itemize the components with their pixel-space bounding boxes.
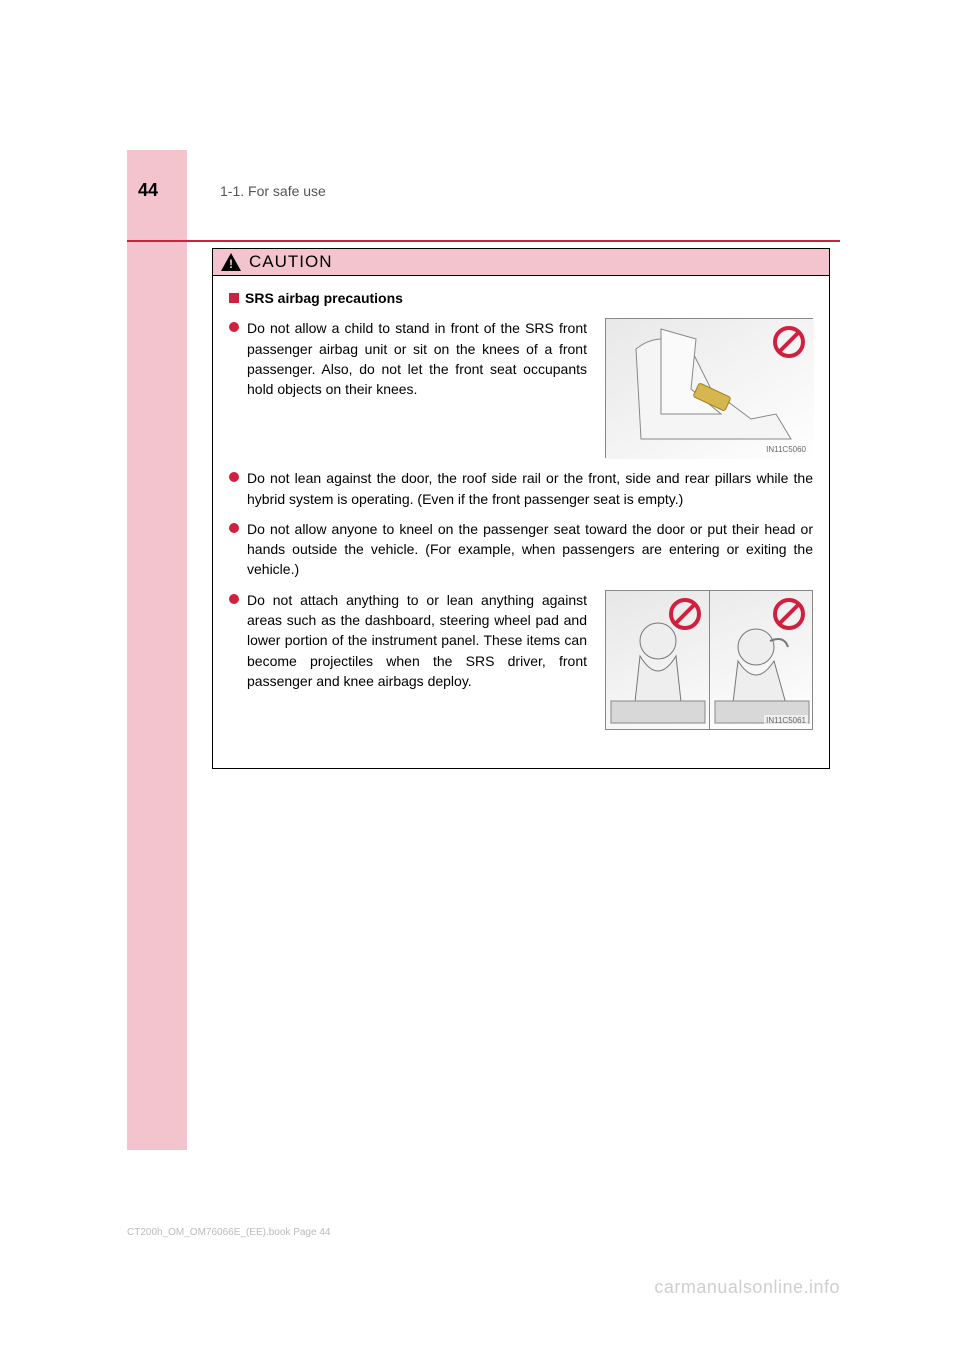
caution-bullet: Do not lean against the door, the roof s…: [229, 468, 813, 509]
svg-text:!: !: [229, 257, 233, 271]
caution-bullet: Do not allow a child to stand in front o…: [229, 318, 813, 458]
caution-bullet: Do not attach anything to or lean anythi…: [229, 590, 813, 730]
caution-title: CAUTION: [249, 252, 333, 272]
warning-triangle-icon: !: [221, 253, 241, 271]
left-sidebar: [127, 150, 187, 1150]
square-bullet-icon: [229, 293, 239, 303]
caution-heading: SRS airbag precautions: [229, 288, 813, 308]
prohibit-icon: [772, 325, 806, 359]
illustration-double: IN11C5061: [605, 590, 813, 730]
illustration-label: IN11C5061: [764, 715, 808, 727]
bullet-text: Do not allow anyone to kneel on the pass…: [247, 519, 813, 580]
prohibit-icon: [772, 597, 806, 631]
page-number: 44: [138, 180, 158, 201]
caution-header: ! CAUTION: [213, 249, 829, 276]
caution-body: SRS airbag precautions Do not allow a ch…: [213, 276, 829, 768]
prohibit-icon: [668, 597, 702, 631]
caution-heading-text: SRS airbag precautions: [245, 290, 403, 306]
round-bullet-icon: [229, 594, 239, 604]
illustration-single: IN11C5060: [605, 318, 813, 458]
round-bullet-icon: [229, 322, 239, 332]
footer-code: CT200h_OM_OM76066E_(EE).book Page 44: [127, 1227, 330, 1238]
caution-box: ! CAUTION SRS airbag precautions Do not …: [212, 248, 830, 769]
caution-bullet: Do not allow anyone to kneel on the pass…: [229, 519, 813, 580]
illustration-label: IN11C5060: [764, 444, 808, 456]
round-bullet-icon: [229, 523, 239, 533]
bullet-text: Do not attach anything to or lean anythi…: [247, 590, 587, 691]
bullet-text: Do not lean against the door, the roof s…: [247, 468, 813, 509]
header-rule: [127, 240, 840, 242]
section-path: 1-1. For safe use: [220, 183, 326, 199]
bullet-text: Do not allow a child to stand in front o…: [247, 318, 587, 399]
round-bullet-icon: [229, 472, 239, 482]
watermark: carmanualsonline.info: [654, 1277, 840, 1298]
